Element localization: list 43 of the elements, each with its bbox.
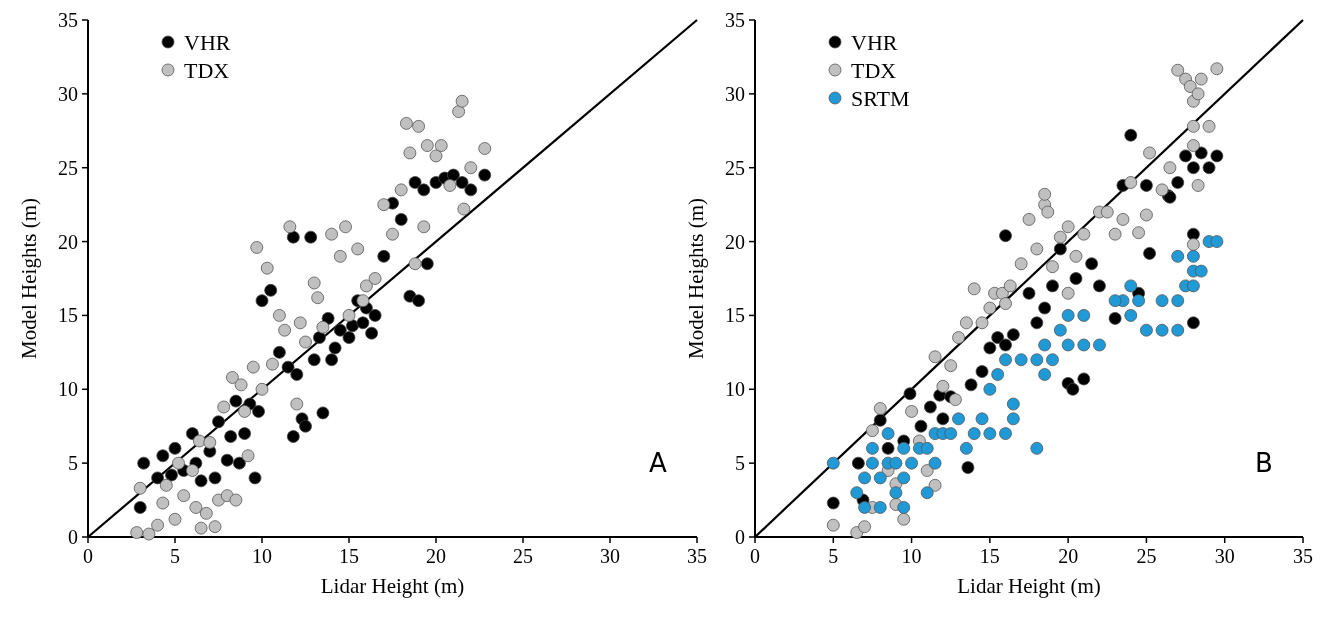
x-tick-label: 5 (828, 545, 839, 567)
y-tick-label: 15 (725, 304, 745, 327)
x-tick-label: 25 (1136, 545, 1157, 567)
y-tick-label: 35 (725, 9, 745, 31)
y-tick-label: 10 (725, 378, 745, 401)
y-axis-title: Model Heights (m) (684, 198, 708, 359)
y-tick-label: 20 (725, 230, 745, 253)
y-tick-label: 30 (725, 82, 745, 105)
x-tick-label: 15 (979, 545, 1000, 567)
legend-label: VHR (184, 29, 231, 55)
x-tick-label: 0 (750, 545, 760, 567)
x-tick-label: 20 (426, 545, 446, 567)
legend-label: VHR (851, 29, 898, 55)
x-tick-label: 25 (513, 545, 533, 567)
y-axis-title: Model Heights (m) (17, 198, 41, 359)
y-tick-label: 30 (58, 82, 78, 105)
annotation: A (649, 448, 667, 478)
y-tick-label: 0 (68, 526, 78, 548)
legend-label: TDX (184, 57, 230, 83)
x-tick-label: 5 (170, 545, 180, 567)
y-tick-label: 10 (58, 378, 78, 401)
x-tick-label: 30 (600, 545, 620, 567)
y-tick-label: 25 (58, 156, 78, 179)
y-tick-label: 5 (68, 452, 78, 475)
y-tick-label: 0 (735, 526, 745, 548)
x-tick-label: 30 (1214, 545, 1235, 567)
x-tick-label: 15 (339, 545, 359, 567)
y-tick-label: 20 (58, 230, 78, 253)
annotation: B (1255, 448, 1273, 478)
x-tick-label: 35 (687, 545, 707, 567)
y-tick-label: 5 (735, 452, 745, 475)
legend-label: TDX (851, 57, 897, 83)
y-tick-label: 15 (58, 304, 78, 327)
x-tick-label: 10 (901, 545, 922, 567)
y-tick-label: 25 (725, 156, 745, 179)
x-tick-label: 20 (1058, 545, 1079, 567)
x-tick-label: 35 (1293, 545, 1313, 567)
x-tick-label: 10 (252, 545, 272, 567)
legend-label: SRTM (851, 85, 910, 111)
x-tick-label: 0 (83, 545, 93, 567)
y-tick-label: 35 (58, 9, 78, 31)
x-axis-title: Lidar Height (m) (320, 574, 465, 598)
x-axis-title: Lidar Height (m) (957, 574, 1101, 598)
